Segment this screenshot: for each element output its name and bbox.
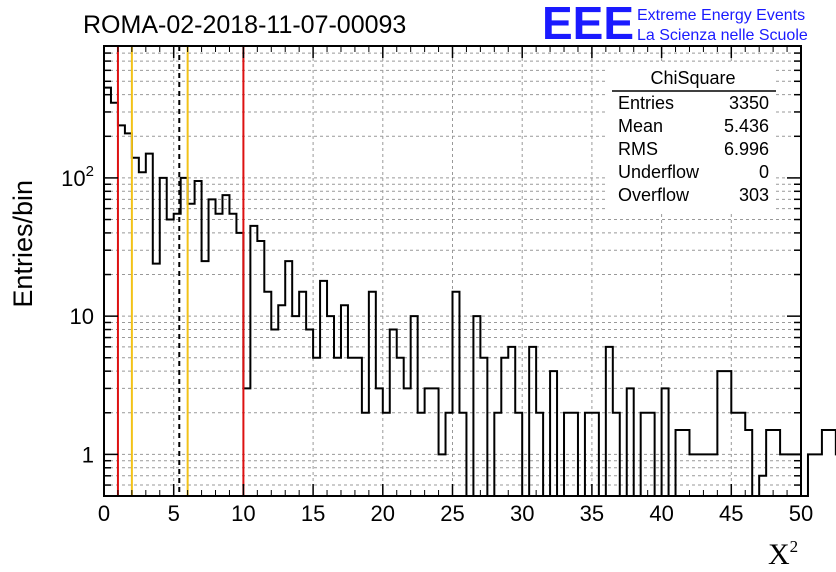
y-tick-label: 10 (70, 304, 94, 329)
x-tick-label: 35 (580, 501, 604, 526)
x-tick-label: 0 (98, 501, 110, 526)
stats-row-label: RMS (618, 139, 658, 159)
logo-line-1: Extreme Energy Events (637, 7, 805, 24)
marker-lines (116, 46, 245, 496)
x-axis-label-base: X (768, 538, 790, 571)
x-tick-label: 10 (231, 501, 255, 526)
stats-row-label: Entries (618, 93, 674, 113)
y-tick-label: 1 (82, 442, 94, 467)
eee-logo: EEE Extreme Energy Events La Scienza nel… (542, 0, 808, 49)
x-axis-label-sup: 2 (790, 537, 799, 556)
axis-ticks (103, 45, 802, 497)
x-tick-label: 15 (301, 501, 325, 526)
stats-box: ChiSquare Entries 3350 Mean 5.436 RMS 6.996 Un… (606, 64, 776, 212)
logo-eee: EEE (542, 0, 634, 49)
stats-row-label: Overflow (618, 185, 690, 205)
x-tick-label: 20 (371, 501, 395, 526)
stats-row-label: Mean (618, 116, 663, 136)
stats-rows: Entries 3350 Mean 5.436 RMS 6.996 Underflow 0 Ov… (618, 93, 769, 205)
stats-row-value: 0 (759, 162, 769, 182)
stats-row-value: 5.436 (724, 116, 769, 136)
x-tick-label: 50 (789, 501, 813, 526)
stats-title: ChiSquare (650, 68, 735, 88)
stats-row-value: 6.996 (724, 139, 769, 159)
stats-box-background (606, 64, 774, 212)
x-axis-label: X2 (768, 537, 798, 571)
y-tick-label-base: 10 (61, 166, 85, 191)
logo-line-2: La Scienza nelle Scuole (637, 27, 808, 44)
chart-title: ROMA-02-2018-11-07-00093 (83, 11, 406, 39)
x-tick-label: 45 (719, 501, 743, 526)
x-tick-label: 30 (510, 501, 534, 526)
y-tick-label: 102 (61, 163, 94, 191)
stats-row-label: Underflow (618, 162, 700, 182)
x-tick-label: 5 (168, 501, 180, 526)
y-tick-label-sup: 2 (86, 163, 94, 180)
x-tick-label: 40 (649, 501, 673, 526)
y-axis-label: Entries/bin (8, 180, 38, 308)
x-tick-label: 25 (440, 501, 464, 526)
stats-row-value: 3350 (729, 93, 769, 113)
stats-row-value: 303 (739, 185, 769, 205)
